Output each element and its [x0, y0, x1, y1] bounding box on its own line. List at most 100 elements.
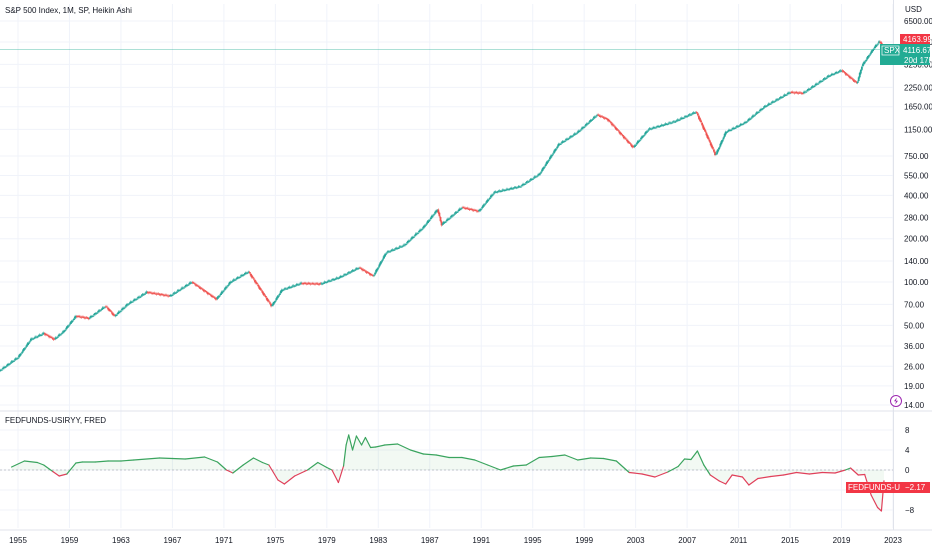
candle-body	[867, 55, 870, 58]
indicator-axis[interactable]: 840−4−8	[905, 426, 915, 515]
indicator-segment	[512, 464, 527, 467]
candle-body	[716, 150, 719, 154]
candle-body	[866, 57, 869, 60]
candle-body	[292, 285, 295, 287]
time-tick-label: 1995	[524, 536, 542, 545]
candle-body	[326, 281, 329, 282]
candle-body	[207, 293, 210, 295]
indicator-tick-label: 4	[905, 446, 910, 455]
candle-body	[452, 215, 455, 217]
candle-body	[628, 142, 631, 143]
candle-body	[554, 149, 557, 152]
candle-body	[473, 209, 476, 211]
candle-body	[300, 282, 302, 284]
candle-body	[352, 270, 355, 272]
candle-body	[170, 295, 173, 297]
candle-body	[88, 317, 91, 319]
candle-body	[758, 111, 760, 113]
candle-body	[90, 316, 92, 318]
indicator-segment	[294, 469, 309, 477]
candle-body	[873, 46, 876, 49]
candle-body	[609, 120, 611, 122]
candle-body	[83, 317, 86, 319]
candle-body	[130, 301, 133, 303]
candle-body	[569, 136, 572, 138]
indicator-segment	[133, 457, 161, 461]
candle-body	[717, 149, 720, 152]
candle-body	[796, 92, 799, 94]
indicator-segment	[360, 436, 367, 446]
candle-body	[162, 294, 165, 296]
candle-body	[3, 366, 5, 369]
candle-body	[100, 309, 103, 310]
candle-body	[273, 301, 276, 304]
candle-body	[514, 187, 517, 188]
candle-body	[869, 53, 872, 55]
indicator-segment	[690, 450, 699, 461]
candle-body	[86, 317, 89, 319]
candle-body	[107, 307, 109, 310]
indicator-segment	[654, 471, 669, 478]
candle-body	[726, 131, 729, 132]
candle-body	[861, 66, 863, 70]
candle-body	[317, 283, 320, 285]
candle-body	[834, 72, 836, 74]
candle-body	[583, 127, 586, 128]
indicator-segment	[345, 434, 350, 446]
candle-body	[349, 272, 352, 274]
candle-body	[108, 309, 111, 311]
candle-body	[151, 292, 153, 294]
indicator-segment	[261, 461, 270, 466]
candle-body	[690, 114, 693, 116]
candle-body	[106, 306, 108, 308]
candle-body	[722, 137, 725, 140]
candle-body	[184, 285, 187, 287]
candle-body	[191, 282, 194, 283]
candle-body	[553, 150, 556, 153]
candle-body	[126, 304, 129, 306]
candle-body	[804, 91, 806, 93]
candle-body	[809, 88, 812, 90]
candle-body	[270, 303, 272, 307]
candle-body	[370, 274, 373, 276]
price-tick-label: 70.00	[904, 300, 925, 309]
candle-body	[461, 207, 463, 209]
candle-body	[527, 181, 530, 183]
candle-body	[859, 69, 862, 74]
indicator-title: FEDFUNDS-USIRYY, FRED	[5, 416, 106, 425]
indicator-segment	[306, 461, 319, 471]
candle-body	[212, 296, 215, 298]
candle-body	[354, 268, 357, 270]
candle-body	[52, 338, 55, 340]
candle-body	[684, 116, 686, 118]
candle-body	[398, 246, 401, 248]
candle-body	[335, 277, 338, 279]
candle-body	[259, 287, 262, 290]
candle-body	[545, 162, 548, 165]
candle-body	[433, 214, 435, 216]
candle-body	[768, 103, 771, 105]
price-tick-label: 36.00	[904, 342, 925, 351]
candle-body	[332, 279, 335, 280]
candle-body	[33, 338, 35, 339]
candle-body	[694, 112, 697, 114]
price-axis[interactable]: 6500.004650.003250.002250.001650.001150.…	[904, 17, 932, 410]
candle-body	[542, 167, 545, 170]
indicator-plot[interactable]	[0, 434, 893, 512]
candle-body	[645, 131, 648, 134]
candle-body	[617, 130, 620, 132]
candle-body	[27, 342, 30, 344]
candle-body	[764, 105, 767, 107]
candle-body	[204, 291, 207, 292]
time-tick-label: 1975	[266, 536, 284, 545]
price-plot[interactable]	[0, 40, 893, 373]
indicator-segment	[718, 480, 727, 485]
candle-body	[22, 349, 25, 352]
candle-body	[516, 187, 519, 189]
candle-body	[811, 86, 814, 88]
candle-body	[488, 197, 491, 199]
indicator-segment	[849, 467, 859, 476]
lightning-bolt-icon[interactable]	[890, 395, 902, 407]
time-axis[interactable]: 1955 1959 1963 1967 1971 1975 1979 1983 1987 1991…	[9, 536, 902, 545]
